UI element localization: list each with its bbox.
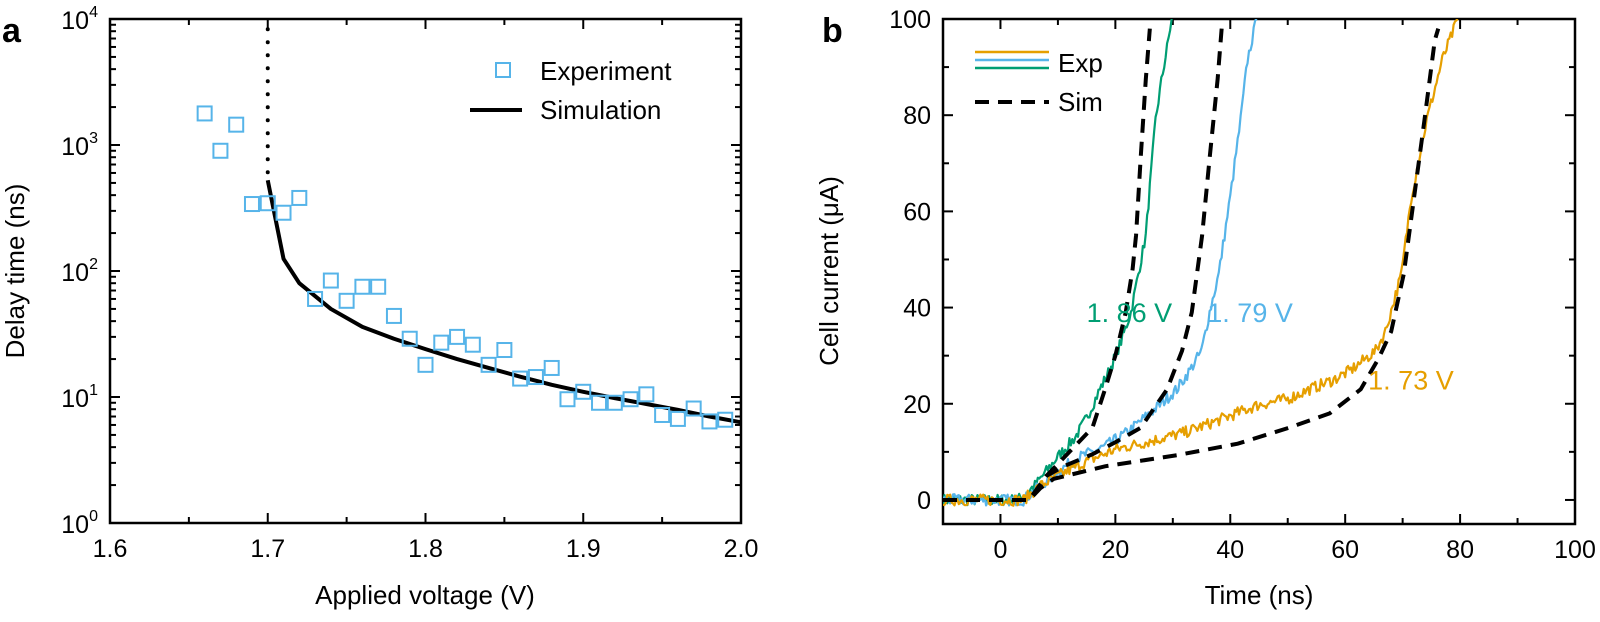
experiment-point — [685, 400, 702, 417]
legend-simulation-label: Simulation — [540, 95, 661, 125]
x-tick-label: 80 — [1446, 536, 1474, 564]
experiment-point — [417, 356, 434, 373]
y-tick-label: 100 — [61, 508, 98, 539]
x-tick-label: 20 — [1101, 536, 1129, 564]
experiment-point — [575, 383, 592, 400]
sim-trace — [943, 28, 1224, 502]
voltage-annotation: 1. 79 V — [1207, 298, 1293, 328]
plot-frame — [941, 17, 1577, 526]
exp-trace — [943, 19, 1459, 507]
y-tick-label: 20 — [903, 391, 931, 419]
x-tick-label: 100 — [1554, 536, 1596, 564]
experiment-point — [275, 204, 292, 221]
y-tick-label: 0 — [917, 487, 931, 515]
experiment-point — [243, 196, 260, 213]
legend-experiment-marker — [495, 62, 511, 78]
experiment-point — [212, 142, 229, 159]
experiment-point — [338, 292, 355, 309]
experiment-point — [259, 195, 276, 212]
x-tick-label: 1.7 — [250, 535, 285, 563]
experiment-point — [496, 342, 513, 359]
experiment-point — [449, 328, 466, 345]
x-tick-label: 2.0 — [724, 535, 759, 563]
panel-letter-a: a — [2, 12, 22, 50]
experiment-point — [622, 391, 639, 408]
y-tick-label: 60 — [903, 198, 931, 226]
experiment-point — [512, 370, 529, 387]
voltage-annotation: 1. 73 V — [1368, 365, 1454, 395]
experiment-point — [480, 356, 497, 373]
x-tick-label: 40 — [1216, 536, 1244, 564]
simulation-line — [265, 179, 742, 425]
y-tick-label: 40 — [903, 295, 931, 323]
legend-experiment-label: Experiment — [540, 56, 672, 86]
panel-a-delay-time-chart: 1.6 1.7 1.8 1.9 2.0 100 101 102 103 104 — [61, 4, 758, 563]
x-tick-label: 1.9 — [566, 535, 601, 563]
sim-trace — [943, 28, 1152, 502]
experiment-point — [322, 272, 339, 289]
x-tick-label: 1.6 — [93, 535, 128, 563]
experiment-point — [527, 369, 544, 386]
experiment-point — [717, 411, 734, 428]
experiment-point — [291, 189, 308, 206]
panel-b-x-axis-label: Time (ns) — [1205, 580, 1314, 610]
experiment-point — [701, 413, 718, 430]
panel-a-legend: Experiment Simulation — [470, 56, 672, 125]
legend-exp-label: Exp — [1058, 48, 1103, 78]
experiment-point — [354, 278, 371, 295]
experiment-point — [433, 334, 450, 351]
panel-b-y-axis-label: Cell current (μA) — [814, 176, 844, 366]
y-tick-label: 104 — [61, 4, 98, 35]
experiment-point — [385, 307, 402, 324]
experiment-point — [559, 391, 576, 408]
curves — [943, 19, 1459, 507]
y-tick-label: 101 — [61, 382, 98, 413]
experiment-point — [464, 336, 481, 353]
experiment-point — [228, 116, 245, 133]
voltage-annotation: 1. 86 V — [1087, 298, 1173, 328]
experiment-point — [307, 290, 324, 307]
y-tick-label: 100 — [889, 6, 931, 34]
experiment-point — [654, 406, 671, 423]
x-tick-label: 1.8 — [408, 535, 443, 563]
experiment-point — [196, 105, 213, 122]
experiment-point — [669, 410, 686, 427]
panel-b-cell-current-chart: 0 20 40 60 80 100 0 20 40 60 80 100 1. 86 V 1. 79 V 1.… — [889, 6, 1596, 564]
y-tick-label: 103 — [61, 130, 98, 161]
panel-a-x-axis-label: Applied voltage (V) — [315, 580, 535, 610]
panel-b-legend: Exp Sim — [975, 48, 1103, 117]
x-tick-label: 0 — [994, 536, 1008, 564]
experiment-point — [638, 386, 655, 403]
experiment-point — [606, 394, 623, 411]
experiment-point — [543, 359, 560, 376]
experiment-point — [370, 278, 387, 295]
panel-letter-b: b — [822, 12, 843, 50]
legend-sim-label: Sim — [1058, 87, 1103, 117]
x-tick-label: 60 — [1331, 536, 1359, 564]
y-tick-label: 102 — [61, 256, 98, 287]
experiment-point — [591, 394, 608, 411]
panel-a-y-axis-label: Delay time (ns) — [0, 184, 30, 359]
y-tick-label: 80 — [903, 102, 931, 130]
experiment-point — [401, 330, 418, 347]
sim-trace — [943, 28, 1441, 502]
